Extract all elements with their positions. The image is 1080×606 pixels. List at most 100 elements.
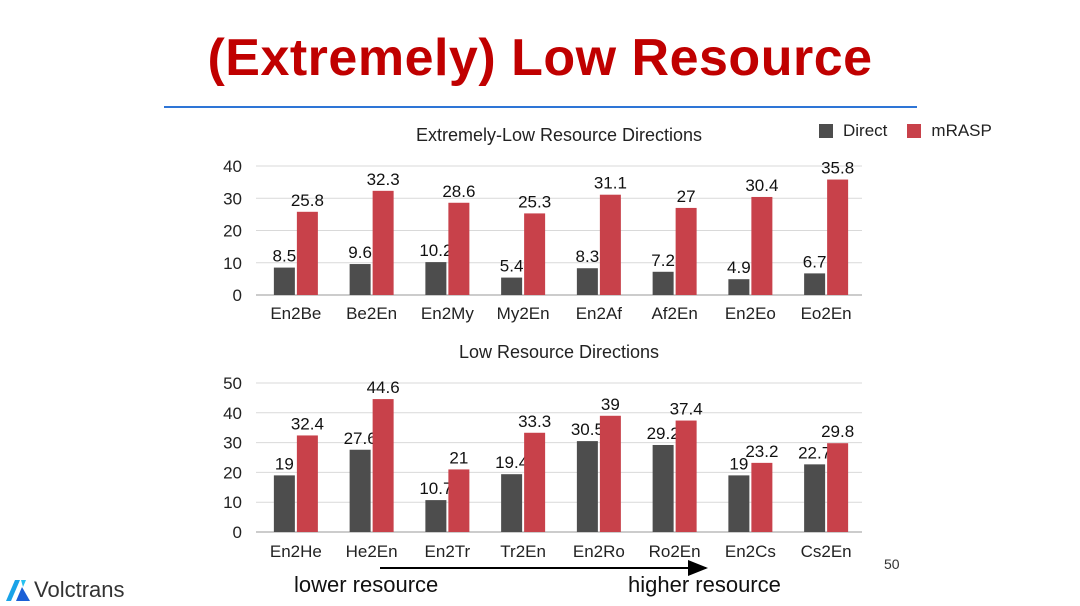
bar-mrasp — [372, 190, 394, 295]
data-label-direct: 22.7 — [798, 443, 831, 462]
x-tick-label: He2En — [346, 542, 398, 561]
x-tick-label: En2Af — [576, 304, 623, 323]
bar-mrasp — [448, 469, 470, 532]
bar-direct — [652, 271, 674, 295]
y-tick-label: 30 — [223, 434, 242, 453]
bar-mrasp — [296, 435, 318, 532]
data-label-mrasp: 29.8 — [821, 422, 854, 441]
volctrans-logo-icon — [6, 580, 30, 601]
data-label-mrasp: 30.4 — [745, 176, 778, 195]
legend-swatch-direct — [819, 124, 833, 138]
data-label-direct: 27.6 — [344, 429, 377, 448]
legend-label-direct: Direct — [843, 121, 888, 140]
data-label-mrasp: 35.8 — [821, 159, 854, 178]
data-label-direct: 19 — [729, 454, 748, 473]
y-tick-label: 50 — [223, 374, 242, 393]
bar-direct — [804, 273, 826, 295]
chart-legend: Direct mRASP — [819, 121, 1012, 141]
x-tick-label: En2My — [421, 304, 474, 323]
bar-mrasp — [675, 420, 697, 532]
data-label-direct: 6.7 — [803, 252, 827, 271]
bar-direct — [425, 500, 447, 532]
data-label-mrasp: 39 — [601, 395, 620, 414]
logo-text: Volctrans — [34, 577, 125, 602]
bar-direct — [425, 262, 447, 295]
y-tick-label: 0 — [233, 523, 242, 542]
higher-resource-label: higher resource — [628, 572, 781, 597]
bar-direct — [804, 464, 826, 532]
data-label-mrasp: 25.3 — [518, 192, 551, 211]
x-tick-label: En2Eo — [725, 304, 776, 323]
data-label-mrasp: 44.6 — [367, 378, 400, 397]
bar-mrasp — [675, 207, 697, 295]
bar-mrasp — [599, 194, 621, 295]
data-label-mrasp: 23.2 — [745, 442, 778, 461]
x-tick-label: Eo2En — [801, 304, 852, 323]
x-tick-label: My2En — [497, 304, 550, 323]
y-tick-label: 10 — [223, 254, 242, 273]
bar-direct — [501, 277, 523, 295]
legend-label-mrasp: mRASP — [931, 121, 992, 140]
bar-direct — [273, 267, 295, 295]
x-tick-label: Tr2En — [500, 542, 546, 561]
data-label-direct: 7.2 — [651, 251, 675, 270]
data-label-direct: 19.4 — [495, 453, 528, 472]
x-tick-label: En2Tr — [425, 542, 471, 561]
bar-mrasp — [296, 211, 318, 295]
bar-direct — [728, 279, 750, 295]
bar-mrasp — [448, 202, 470, 295]
data-label-direct: 30.5 — [571, 420, 604, 439]
bar-mrasp — [524, 213, 546, 295]
data-label-direct: 8.3 — [576, 247, 600, 266]
slide-title: (Extremely) Low Resource — [207, 29, 873, 87]
y-tick-label: 40 — [223, 404, 242, 423]
x-tick-label: En2Be — [270, 304, 321, 323]
legend-item-direct: Direct — [819, 121, 887, 141]
bar-direct — [273, 475, 295, 532]
y-tick-label: 10 — [223, 493, 242, 512]
data-label-direct: 4.9 — [727, 258, 751, 277]
bar-direct — [728, 475, 750, 532]
data-label-direct: 10.7 — [419, 479, 452, 498]
legend-item-mrasp: mRASP — [907, 121, 992, 141]
data-label-direct: 10.2 — [419, 241, 452, 260]
title-divider — [164, 106, 917, 108]
data-label-direct: 19 — [275, 454, 294, 473]
bar-direct — [349, 449, 371, 532]
y-tick-label: 20 — [223, 463, 242, 482]
data-label-mrasp: 25.8 — [291, 191, 324, 210]
lower-resource-label: lower resource — [294, 572, 439, 597]
bar-mrasp — [524, 432, 546, 532]
bar-direct — [576, 441, 598, 532]
data-label-mrasp: 37.4 — [670, 400, 703, 419]
y-tick-label: 30 — [223, 189, 242, 208]
x-tick-label: Be2En — [346, 304, 397, 323]
chart-title: Extremely-Low Resource Directions — [416, 125, 702, 145]
x-tick-label: Cs2En — [801, 542, 852, 561]
data-label-mrasp: 27 — [677, 187, 696, 206]
data-label-mrasp: 32.4 — [291, 414, 324, 433]
data-label-mrasp: 21 — [449, 448, 468, 467]
bar-direct — [576, 268, 598, 295]
data-label-direct: 8.5 — [273, 247, 297, 266]
data-label-mrasp: 32.3 — [367, 170, 400, 189]
y-tick-label: 40 — [223, 157, 242, 176]
bar-mrasp — [599, 415, 621, 532]
x-tick-label: En2Ro — [573, 542, 625, 561]
bar-direct — [501, 474, 523, 532]
y-tick-label: 0 — [233, 286, 242, 305]
volctrans-logo: Volctrans — [4, 576, 125, 604]
chart-title: Low Resource Directions — [459, 342, 659, 362]
bar-mrasp — [751, 462, 773, 532]
bar-direct — [652, 444, 674, 532]
data-label-direct: 29.2 — [647, 424, 680, 443]
x-tick-label: En2He — [270, 542, 322, 561]
y-tick-label: 20 — [223, 222, 242, 241]
bar-mrasp — [827, 179, 849, 295]
bar-mrasp — [827, 443, 849, 532]
data-label-mrasp: 33.3 — [518, 412, 551, 431]
bar-mrasp — [372, 399, 394, 532]
x-tick-label: En2Cs — [725, 542, 776, 561]
data-label-direct: 5.4 — [500, 257, 524, 276]
